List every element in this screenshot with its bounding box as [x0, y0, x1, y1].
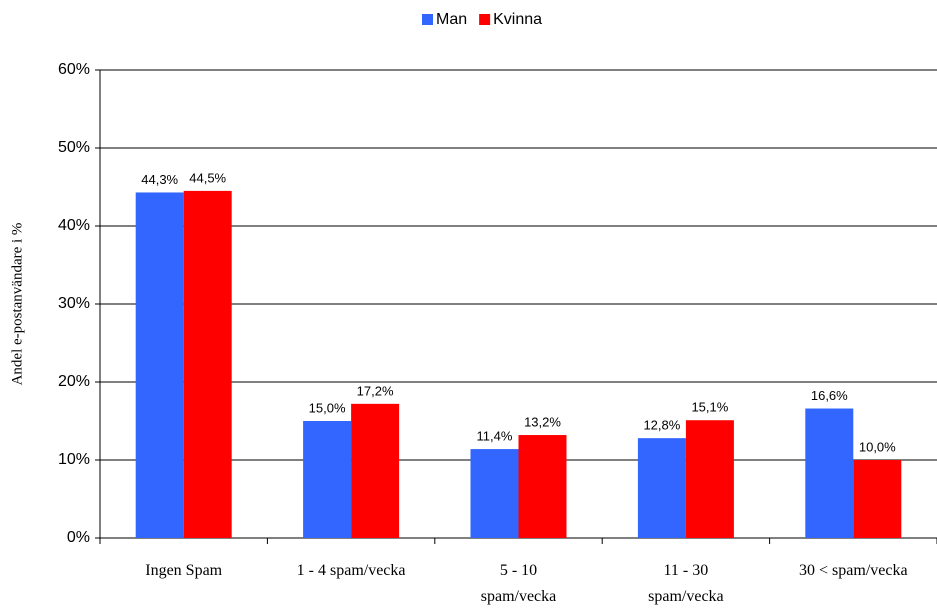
bar	[303, 421, 352, 538]
x-tick-label-box: 11 - 30 spam/vecka	[648, 562, 724, 605]
bar	[183, 190, 232, 538]
y-tick-label: 30%	[58, 295, 90, 312]
value-label: 44,3%	[141, 172, 178, 187]
y-tick-label: 60%	[58, 61, 90, 78]
legend-label: Kvinna	[493, 11, 542, 28]
x-tick-label: 11 - 30 spam/vecka	[648, 562, 724, 605]
x-tick-label-box: 5 - 10 spam/vecka	[480, 562, 557, 605]
bar	[518, 435, 567, 538]
value-label: 13,2%	[524, 414, 561, 429]
x-tick-label: 1 - 4 spam/vecka	[296, 562, 406, 579]
x-tick-label: 30 < spam/vecka	[799, 562, 908, 579]
value-label: 15,1%	[691, 400, 728, 415]
x-tick-label-box: 1 - 4 spam/vecka	[296, 562, 406, 579]
y-tick-label: 10%	[58, 451, 90, 468]
x-tick-label-box: 30 < spam/vecka	[799, 562, 908, 579]
bar	[637, 438, 686, 538]
y-tick-label: 20%	[58, 373, 90, 390]
value-label: 10,0%	[859, 439, 896, 454]
y-tick-label: 40%	[58, 217, 90, 234]
bar	[470, 449, 519, 538]
value-label: 15,0%	[309, 400, 346, 415]
legend-swatch	[422, 14, 433, 25]
legend-label: Man	[436, 11, 467, 28]
bar	[351, 403, 400, 538]
y-tick-label: 50%	[58, 139, 90, 156]
y-tick-label: 0%	[67, 529, 90, 546]
bar	[685, 420, 734, 538]
legend-swatch	[479, 14, 491, 25]
y-axis-label: Andel e-postanvändare i %	[9, 223, 25, 386]
value-label: 17,2%	[357, 383, 394, 398]
value-label: 16,6%	[811, 388, 848, 403]
x-tick-label: Ingen Spam	[145, 562, 223, 579]
value-label: 11,4%	[477, 429, 513, 444]
value-label: 12,8%	[643, 418, 680, 433]
value-label: 44,5%	[189, 170, 226, 185]
x-tick-label: 5 - 10 spam/vecka	[480, 562, 557, 605]
x-tick-label-box: Ingen Spam	[145, 562, 223, 579]
bar	[135, 192, 184, 538]
bar	[805, 408, 854, 538]
bar	[853, 460, 902, 538]
